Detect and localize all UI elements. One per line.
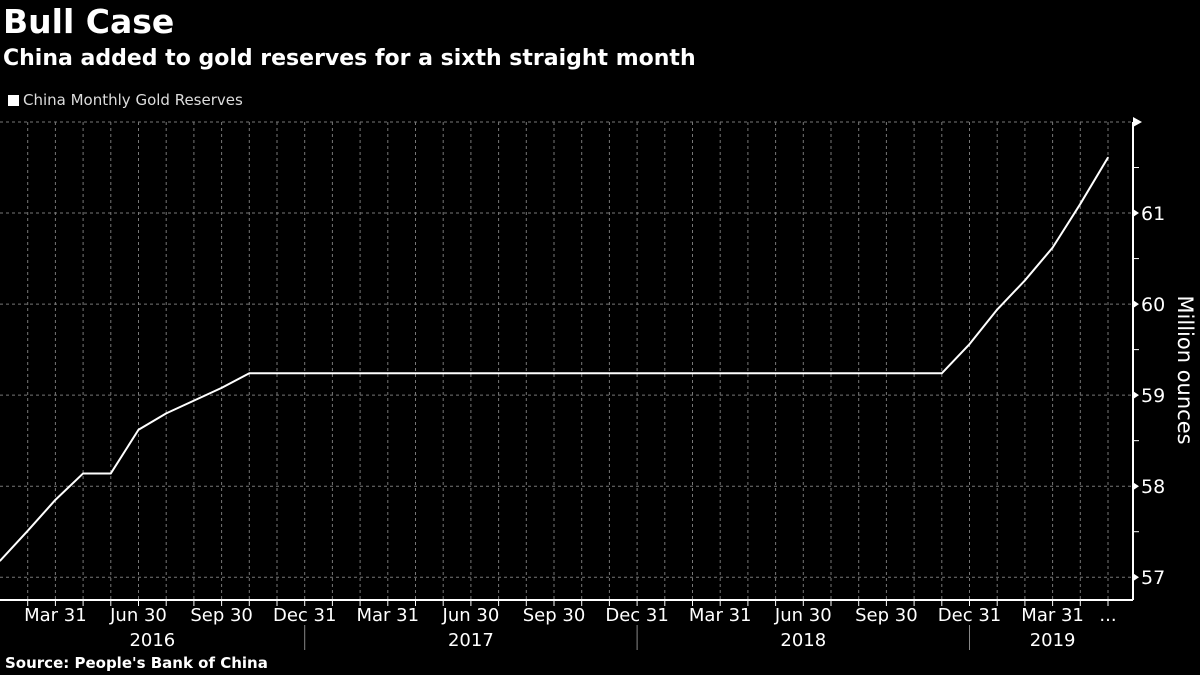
data-point — [414, 372, 417, 375]
data-point — [885, 372, 888, 375]
data-point — [553, 372, 555, 375]
data-point — [303, 372, 306, 375]
y-tick — [1133, 209, 1139, 218]
x-tick-label: Dec 31 — [273, 605, 336, 626]
data-point — [774, 372, 777, 375]
y-tick-label: 57 — [1141, 567, 1165, 589]
data-point — [941, 372, 943, 375]
chart-title: Bull Case — [3, 2, 175, 41]
y-tick-label: 59 — [1141, 385, 1165, 407]
x-tick-label: Dec 31 — [938, 605, 1001, 626]
y-tick-label: 60 — [1141, 294, 1165, 316]
data-point — [857, 372, 860, 375]
y-tick — [1133, 300, 1139, 309]
data-point — [276, 372, 278, 375]
year-label: 2016 — [129, 630, 175, 651]
year-label: 2019 — [1030, 630, 1076, 651]
data-point — [580, 372, 583, 375]
x-tick-label: ... — [1099, 605, 1116, 626]
data-point — [470, 372, 472, 375]
data-point — [691, 372, 694, 375]
data-point — [26, 530, 29, 532]
data-point — [996, 308, 998, 311]
x-tick-label: Sep 30 — [190, 605, 253, 626]
data-point — [110, 472, 112, 475]
source-note: Source: People's Bank of China — [5, 654, 268, 672]
data-point — [137, 428, 140, 431]
data-point — [497, 372, 500, 375]
x-tick-label: Jun 30 — [442, 605, 500, 626]
x-tick-label: Sep 30 — [523, 605, 586, 626]
year-label: 2018 — [780, 630, 826, 651]
y-tick — [1133, 391, 1139, 400]
legend-swatch — [8, 94, 19, 106]
data-point — [719, 372, 721, 375]
y-axis-label: Million ounces — [1173, 295, 1197, 444]
year-label: 2017 — [448, 630, 494, 651]
y-axis-arrow — [1133, 117, 1142, 127]
x-tick-label: Mar 31 — [1021, 605, 1084, 626]
data-point — [1107, 156, 1109, 159]
data-point — [165, 412, 167, 415]
y-tick-label: 61 — [1141, 203, 1165, 225]
data-point — [913, 372, 915, 375]
chart-subtitle: China added to gold reserves for a sixth… — [3, 46, 696, 71]
x-tick-label: Jun 30 — [109, 605, 167, 626]
legend: China Monthly Gold Reserves — [8, 91, 243, 109]
data-point — [802, 372, 805, 375]
data-point — [830, 372, 832, 375]
x-tick-label: Mar 31 — [24, 605, 87, 626]
data-point — [747, 372, 749, 375]
data-point — [331, 372, 334, 375]
data-point — [608, 372, 611, 375]
data-point — [636, 372, 638, 375]
y-tick — [1133, 573, 1139, 582]
x-tick-label: Dec 31 — [605, 605, 668, 626]
x-tick-label: Mar 31 — [689, 605, 752, 626]
data-point — [220, 387, 223, 389]
data-point — [525, 372, 528, 375]
legend-label: China Monthly Gold Reserves — [23, 91, 243, 109]
data-point — [193, 399, 195, 402]
data-point — [54, 499, 57, 501]
x-tick-label: Sep 30 — [855, 605, 918, 626]
y-tick — [1133, 482, 1139, 491]
data-point — [1051, 246, 1054, 249]
data-point — [0, 560, 1, 562]
data-point — [248, 372, 251, 375]
data-point — [82, 472, 84, 475]
data-point — [1024, 279, 1026, 282]
y-tick-label: 58 — [1141, 476, 1165, 498]
data-point — [1079, 203, 1082, 205]
data-point — [664, 372, 666, 375]
data-point — [442, 372, 445, 375]
x-tick-label: Jun 30 — [774, 605, 832, 626]
data-point — [387, 372, 389, 375]
data-point — [968, 343, 971, 345]
x-tick-label: Mar 31 — [357, 605, 420, 626]
data-point — [359, 372, 361, 375]
